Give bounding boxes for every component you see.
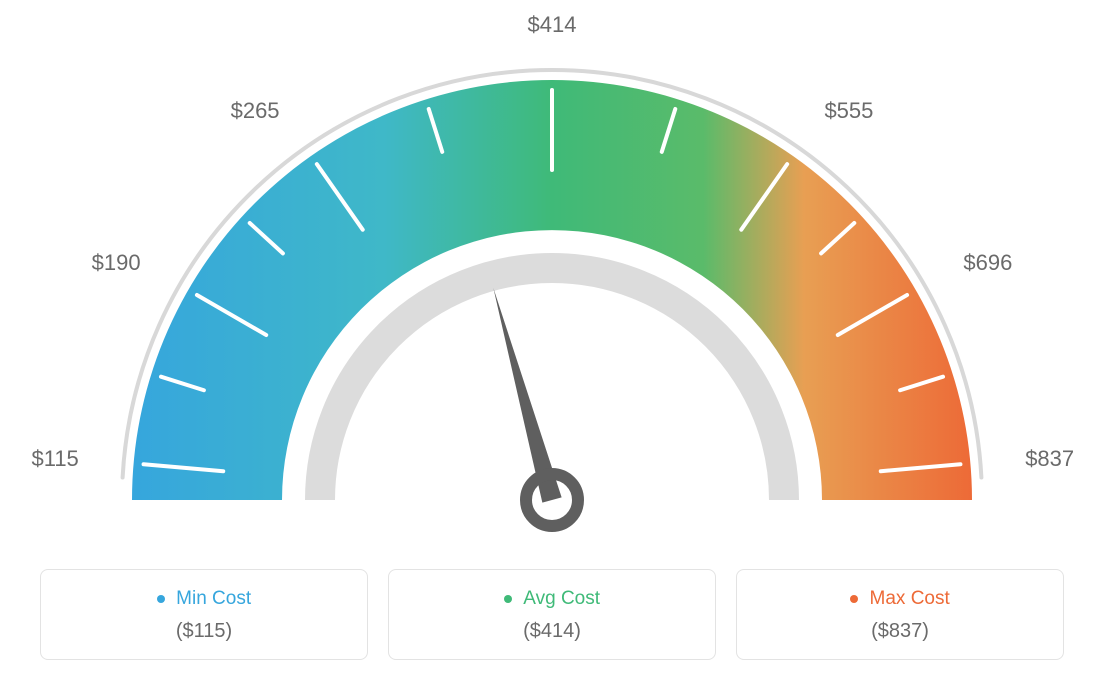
gauge: $115 $190 $265 $414 $555 $696 $837 (0, 0, 1104, 560)
gauge-tick-label: $837 (1025, 446, 1074, 472)
gauge-tick-label: $115 (31, 446, 78, 472)
legend-dot-min (157, 595, 165, 603)
legend-row: Min Cost ($115) Avg Cost ($414) Max Cost… (40, 569, 1064, 660)
legend-label-max: Max Cost (870, 588, 950, 609)
legend-label-min: Min Cost (176, 588, 251, 609)
legend-card-max: Max Cost ($837) (736, 569, 1064, 660)
gauge-tick-label: $414 (528, 12, 577, 38)
legend-title-avg: Avg Cost (399, 588, 705, 610)
legend-title-max: Max Cost (747, 588, 1053, 610)
chart-container: $115 $190 $265 $414 $555 $696 $837 Min Cost ($… (0, 0, 1104, 690)
legend-card-min: Min Cost ($115) (40, 569, 368, 660)
legend-value-min: ($115) (51, 620, 357, 643)
legend-label-avg: Avg Cost (523, 588, 600, 609)
legend-title-min: Min Cost (51, 588, 357, 610)
legend-dot-max (850, 595, 858, 603)
gauge-tick-label: $190 (92, 250, 141, 276)
gauge-tick-label: $555 (824, 98, 873, 124)
legend-dot-avg (504, 595, 512, 603)
gauge-svg (0, 0, 1104, 560)
legend-card-avg: Avg Cost ($414) (388, 569, 716, 660)
legend-value-avg: ($414) (399, 620, 705, 643)
gauge-tick-label: $265 (231, 98, 280, 124)
gauge-tick-label: $696 (963, 250, 1012, 276)
legend-value-max: ($837) (747, 620, 1053, 643)
